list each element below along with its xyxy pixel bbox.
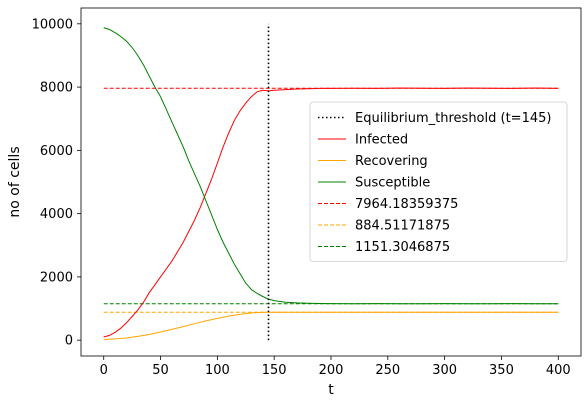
y-tick-label: 0 <box>65 334 73 349</box>
x-tick-label: 0 <box>100 363 108 378</box>
x-tick-label: 200 <box>319 363 344 378</box>
x-tick-label: 300 <box>432 363 457 378</box>
series-line-infected <box>103 87 559 338</box>
series-line-susceptible <box>103 27 559 305</box>
x-tick-label: 250 <box>375 363 400 378</box>
legend-entry-label: Susceptible <box>355 176 430 191</box>
plot-area <box>103 23 559 341</box>
x-tick-label: 150 <box>262 363 287 378</box>
x-tick-label: 350 <box>489 363 514 378</box>
y-tick-label: 6000 <box>40 144 73 159</box>
x-tick-label: 50 <box>152 363 169 378</box>
legend-entry-label: Infected <box>355 133 408 148</box>
x-tick-label: 400 <box>546 363 571 378</box>
series-line-recovering <box>103 311 559 340</box>
legend-entry-label: Recovering <box>355 154 428 169</box>
legend: Equilibrium_threshold (t=145) Infected Rec… <box>309 101 568 262</box>
y-axis: 0 2000 4000 6000 8000 10000 <box>32 17 81 349</box>
legend-entry-label: 7964.18359375 <box>355 197 458 212</box>
y-axis-label: no of cells <box>7 146 23 217</box>
legend-entry-label: 884.51171875 <box>355 219 450 234</box>
y-tick-label: 8000 <box>40 81 73 96</box>
legend-entry-label: Equilibrium_threshold (t=145) <box>355 111 551 126</box>
y-tick-label: 4000 <box>40 207 73 222</box>
y-tick-label: 10000 <box>32 17 73 32</box>
y-tick-label: 2000 <box>40 270 73 285</box>
x-axis-label: t <box>328 382 334 398</box>
legend-box <box>309 101 568 262</box>
x-axis: 0 50 100 150 200 250 300 350 400 <box>100 356 571 378</box>
x-tick-label: 100 <box>205 363 230 378</box>
legend-entry-label: 1151.3046875 <box>355 240 450 255</box>
